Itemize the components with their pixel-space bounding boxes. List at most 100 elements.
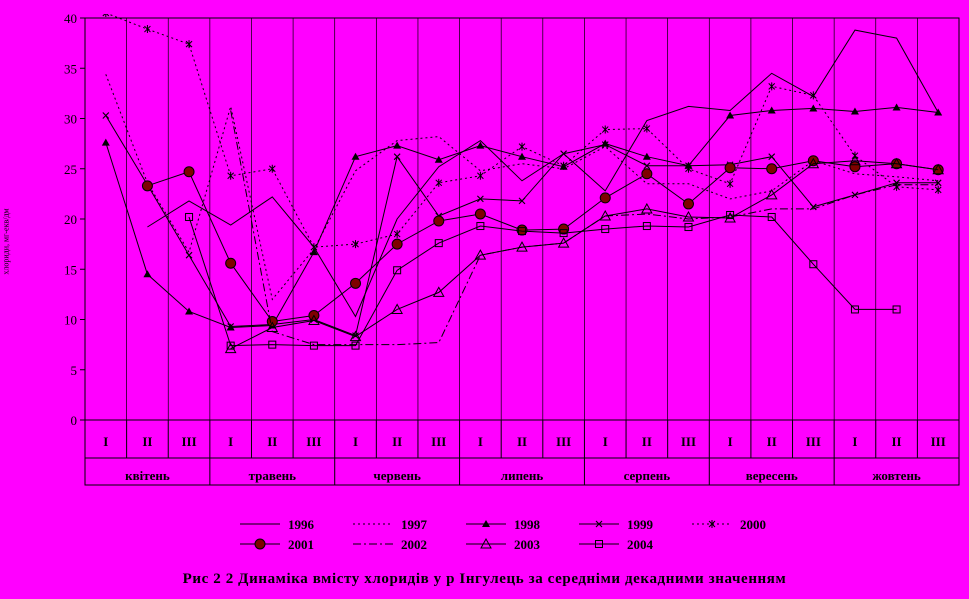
- series-1997: [105, 74, 939, 301]
- y-tick-label: 5: [71, 363, 78, 378]
- data-point: [518, 142, 526, 151]
- legend-item-2003: 2003: [466, 537, 541, 552]
- data-point: [767, 212, 776, 221]
- y-tick-label: 40: [64, 11, 77, 26]
- data-point: [310, 243, 318, 252]
- legend-item-2002: 2002: [353, 537, 427, 552]
- x-tick-label: II: [642, 434, 652, 449]
- data-point: [850, 107, 859, 115]
- x-tick-label: I: [353, 434, 358, 449]
- data-point: [102, 14, 110, 17]
- x-tick-label: III: [806, 434, 821, 449]
- x-tick-label: III: [306, 434, 321, 449]
- data-point: [185, 307, 194, 315]
- data-point: [226, 341, 235, 350]
- data-point: [393, 153, 401, 161]
- data-point: [185, 212, 194, 221]
- data-point: [101, 138, 110, 146]
- data-point: [393, 230, 401, 239]
- data-point: [601, 125, 609, 134]
- legend-label: 2001: [288, 537, 314, 552]
- data-point: [185, 40, 193, 49]
- data-point: [518, 227, 526, 236]
- legend-label: 2003: [514, 537, 541, 552]
- y-tick-label: 30: [64, 112, 77, 127]
- data-point: [351, 152, 360, 160]
- series-1998: [101, 103, 943, 331]
- legend-item-1999: 1999: [579, 517, 654, 532]
- x-tick-label: II: [267, 434, 277, 449]
- legend-marker: [595, 520, 603, 528]
- data-point: [768, 82, 776, 91]
- data-point: [352, 240, 359, 249]
- data-point: [141, 180, 153, 192]
- data-point: [227, 323, 235, 330]
- x-tick-label: III: [681, 434, 696, 449]
- data-point: [892, 305, 901, 314]
- data-point: [601, 141, 609, 149]
- data-point: [224, 342, 237, 354]
- data-point: [849, 161, 861, 173]
- data-point: [268, 164, 276, 173]
- x-tick-label: II: [142, 434, 152, 449]
- data-point: [144, 25, 151, 34]
- data-point: [558, 223, 570, 235]
- series-line: [230, 160, 939, 350]
- month-label: травень: [249, 468, 297, 483]
- month-label: жовтень: [872, 468, 921, 483]
- data-point: [518, 152, 526, 160]
- month-label: червень: [373, 468, 421, 483]
- data-point: [351, 341, 360, 350]
- data-point: [476, 195, 484, 203]
- figure-caption: Рис 2 2 Динаміка вмісту хлоридів у р Інг…: [182, 571, 787, 587]
- legend-item-2001: 2001: [240, 537, 314, 552]
- y-tick-label: 25: [64, 162, 77, 177]
- data-point: [766, 163, 778, 175]
- data-point: [724, 211, 736, 223]
- data-point: [601, 225, 610, 234]
- data-point: [849, 154, 861, 166]
- x-tick-label: I: [603, 434, 608, 449]
- data-point: [476, 222, 485, 231]
- series-2003: [224, 154, 945, 354]
- data-point: [393, 141, 402, 149]
- data-point: [391, 303, 403, 314]
- data-point: [183, 166, 195, 178]
- data-point: [643, 162, 651, 170]
- data-point: [641, 202, 653, 214]
- legend-label: 1998: [514, 517, 541, 532]
- x-tick-label: II: [392, 434, 402, 449]
- x-tick-label: III: [181, 434, 196, 449]
- data-point: [474, 208, 486, 220]
- legend-item-1996: 1996: [240, 517, 315, 532]
- y-axis-label: хлориди, мг-екв/дм: [1, 208, 11, 275]
- series-1996: [147, 29, 939, 318]
- data-point: [266, 321, 279, 333]
- x-tick-label: II: [892, 434, 902, 449]
- data-point: [225, 257, 237, 269]
- data-point: [433, 215, 445, 227]
- legend-label: 1997: [401, 517, 428, 532]
- data-point: [559, 229, 568, 238]
- month-label: липень: [501, 468, 544, 483]
- data-point: [266, 316, 278, 328]
- data-point: [892, 103, 901, 111]
- data-point: [599, 192, 611, 204]
- x-tick-label: II: [517, 434, 527, 449]
- data-point: [309, 248, 318, 256]
- data-point: [642, 222, 651, 231]
- data-point: [309, 341, 318, 350]
- x-tick-label: I: [103, 434, 108, 449]
- data-point: [934, 108, 943, 116]
- series-2001: [141, 155, 944, 328]
- data-point: [724, 162, 736, 174]
- data-point: [726, 210, 735, 219]
- data-point: [516, 241, 528, 252]
- data-point: [767, 106, 776, 114]
- data-point: [560, 150, 568, 158]
- series-2004: [185, 210, 901, 350]
- data-point: [809, 91, 817, 100]
- legend-item-2000: 2000: [692, 517, 766, 532]
- series-line: [105, 74, 939, 301]
